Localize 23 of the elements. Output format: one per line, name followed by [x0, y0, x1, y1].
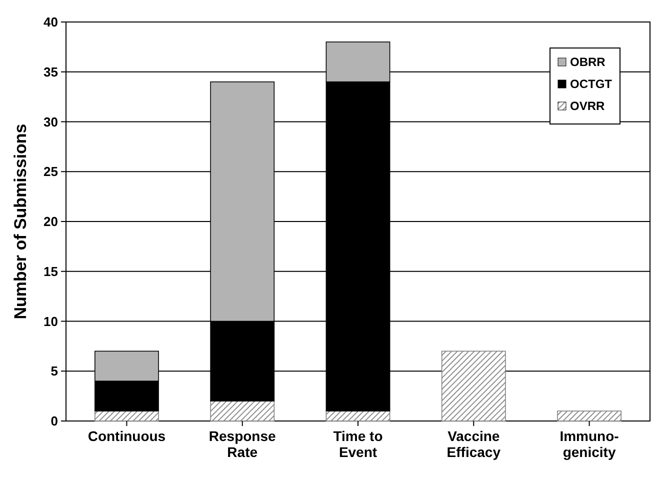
bar: [210, 400, 275, 422]
y-tick-label: 20: [44, 214, 58, 230]
legend-label: OCTGT: [570, 77, 613, 92]
bar: [441, 350, 506, 422]
legend-label: OBRR: [570, 55, 606, 70]
x-tick-label: Vaccine Efficacy: [446, 428, 501, 460]
y-tick-label: 10: [44, 314, 58, 329]
y-tick-label: 40: [44, 14, 58, 30]
legend-label: OVRR: [570, 99, 606, 114]
x-tick-label: Response Rate: [208, 428, 276, 460]
y-tick-label: 25: [44, 164, 58, 180]
y-tick-label: 35: [44, 64, 58, 80]
y-tick-label: 5: [50, 364, 58, 379]
x-tick-label: Immuno- genicity: [560, 428, 620, 460]
bar: [326, 410, 390, 422]
y-tick-label: 15: [44, 264, 58, 279]
x-tick-label: Continuous: [88, 428, 166, 444]
bar: [94, 410, 159, 422]
x-tick-label: Time to Event: [333, 428, 383, 460]
y-tick-label: 30: [44, 114, 58, 130]
bar: [557, 410, 622, 422]
y-axis-title: Number of Submissions: [11, 124, 30, 320]
y-tick-label: 0: [50, 414, 58, 429]
